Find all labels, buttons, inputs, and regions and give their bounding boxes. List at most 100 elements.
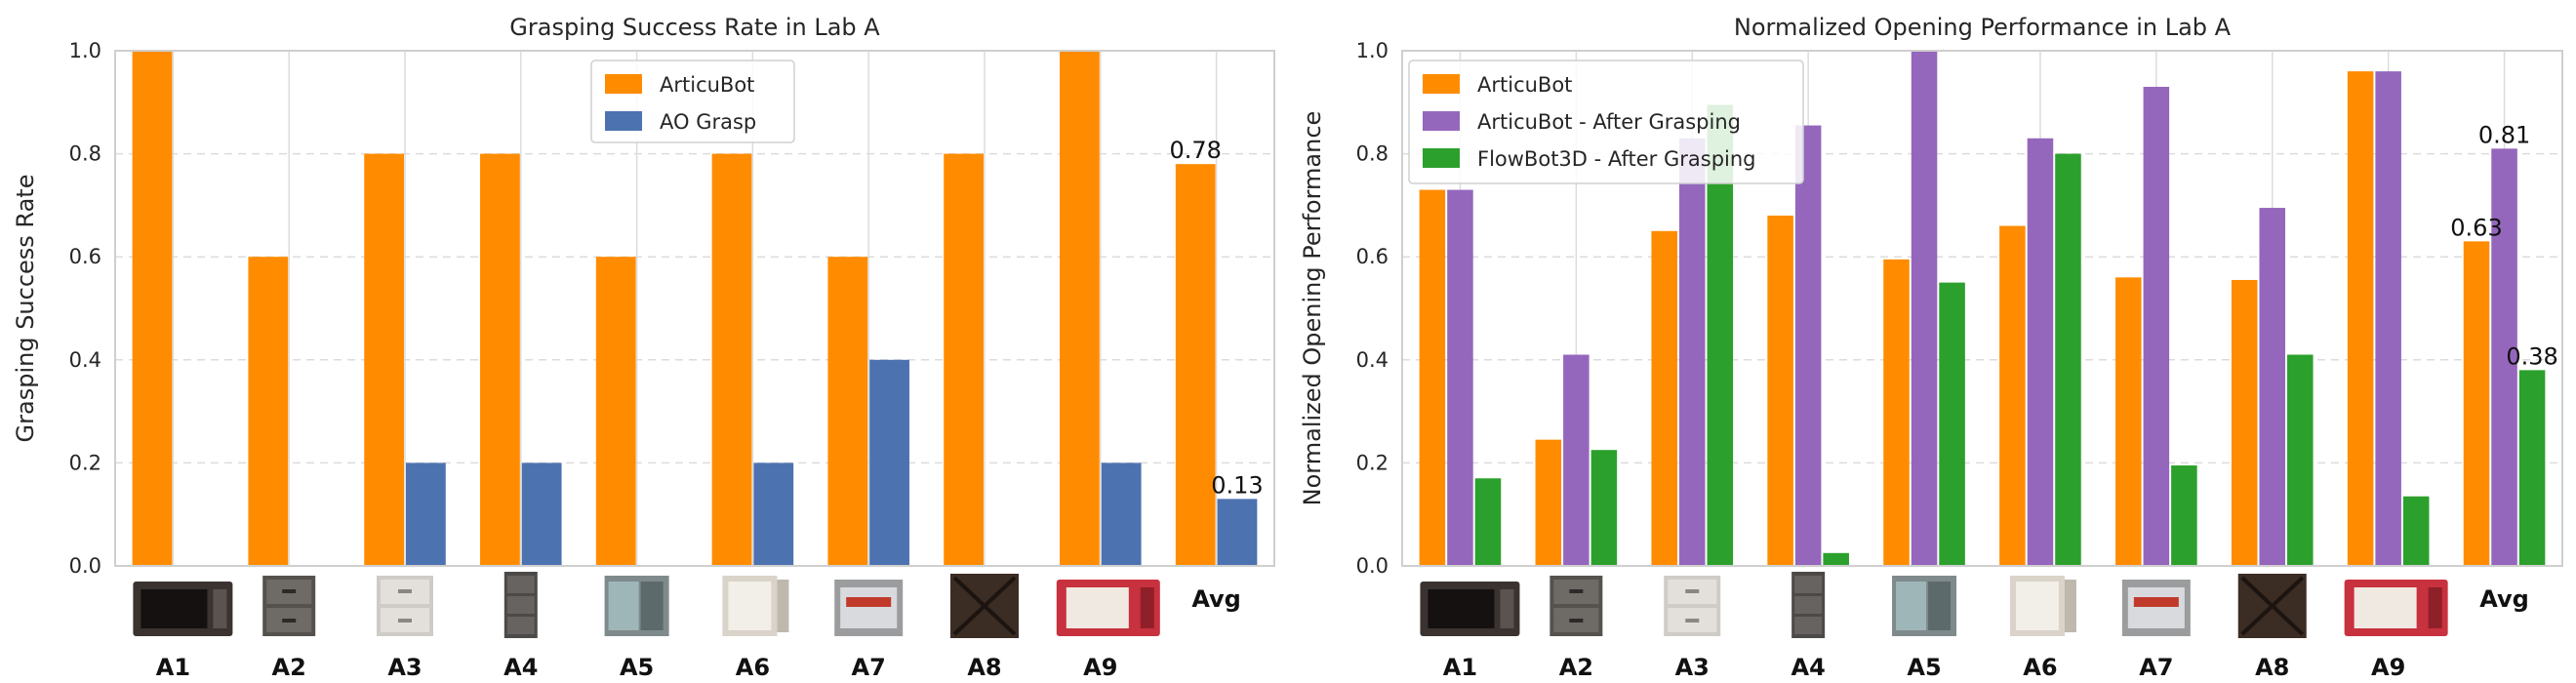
bar-a8-s1	[2231, 279, 2258, 566]
open-cabinet-icon	[722, 576, 789, 636]
bar-avg-s1	[2463, 241, 2490, 567]
bar-a9-s2	[1101, 462, 1142, 566]
legend-swatch	[1423, 74, 1460, 94]
bar-a9-s2	[2375, 71, 2401, 567]
oven-icon	[834, 580, 904, 636]
x-category-label: A4	[1791, 654, 1826, 681]
bars	[132, 51, 1258, 566]
y-tick-label: 0.6	[1356, 245, 1389, 268]
grid	[115, 51, 1274, 566]
bar-a4-s1	[1767, 215, 1793, 566]
data-label: 0.78	[1169, 137, 1221, 164]
bar-a6-s1	[1999, 225, 2026, 566]
bar-a6-s3	[2055, 153, 2081, 566]
chart-title: Normalized Opening Performance in Lab A	[1734, 14, 2232, 41]
bar-a3-s1	[364, 153, 404, 566]
x-category-label: A7	[852, 654, 886, 681]
chart-title: Grasping Success Rate in Lab A	[509, 14, 880, 41]
bar-a3-s2	[406, 462, 446, 566]
bar-avg-s2	[1217, 499, 1258, 566]
x-categories: A1 A2 A3 A4 A5 A6 A7 A8 A9 Avg	[1420, 572, 2529, 681]
legend-swatch	[605, 111, 642, 131]
dark-cabinet-icon	[950, 574, 1019, 638]
drawer-icon	[1550, 576, 1603, 636]
bar-a2-s3	[1590, 450, 1618, 566]
legend-label: ArticuBot - After Grasping	[1477, 110, 1741, 134]
bar-a6-s1	[711, 153, 752, 566]
y-tick-label: 0.2	[69, 451, 101, 474]
legend-label: FlowBot3D - After Grasping	[1477, 147, 1756, 171]
cabinet-icon	[377, 576, 433, 636]
bar-a7-s1	[827, 257, 868, 566]
chart-panel-2: 0.0 0.2 0.4 0.6 0.8 1.0 0.63 0.81 0.38 A1 A2 A3 A4 A5…	[1299, 14, 2563, 681]
x-category-label: A1	[156, 654, 190, 681]
fridge-icon	[604, 576, 669, 636]
legend-box	[1408, 60, 1804, 184]
bar-a7-s3	[2171, 465, 2197, 566]
chart-panel-1: 0.0 0.2 0.4 0.6 0.8 1.0 0.78 0.13 A1 A2 A3 A4 A5 A6 A7…	[12, 14, 1275, 681]
red-microwave-icon	[1056, 580, 1160, 636]
bars	[1419, 51, 2546, 567]
red-microwave-icon	[2344, 580, 2448, 636]
bar-a1-s1	[1419, 189, 1446, 566]
x-category-label: A4	[503, 654, 538, 681]
x-category-label: A2	[272, 654, 306, 681]
bar-a8-s3	[2287, 354, 2314, 566]
bar-a4-s3	[1823, 552, 1849, 566]
x-category-label: A8	[967, 654, 1001, 681]
x-category-label: A8	[2255, 654, 2289, 681]
bar-a2-s1	[248, 257, 289, 566]
series-1	[132, 51, 1216, 566]
tall-cabinet-icon	[503, 572, 538, 638]
bar-a1-s3	[1474, 478, 1502, 566]
data-label: 0.63	[2450, 214, 2502, 241]
bar-avg-s2	[2491, 148, 2517, 566]
x-category-label: A6	[2023, 654, 2057, 681]
bar-a5-s1	[595, 257, 636, 566]
y-tick-label: 0.4	[69, 348, 101, 372]
legend: ArticuBot AO Grasp	[590, 60, 795, 143]
x-category-label: A6	[736, 654, 770, 681]
bar-a3-s2	[1678, 138, 1706, 566]
y-axis-label: Grasping Success Rate	[12, 175, 39, 443]
drawer-icon	[262, 576, 316, 636]
bar-a8-s1	[944, 153, 984, 566]
plot-frame	[1401, 50, 2563, 567]
data-label: 0.38	[2506, 342, 2557, 370]
oven-icon	[2121, 580, 2191, 636]
tall-cabinet-icon	[1791, 572, 1826, 638]
bar-a4-s1	[480, 153, 520, 566]
x-category-label: A9	[1083, 654, 1117, 681]
bar-a6-s2	[2027, 138, 2054, 566]
bar-a7-s2	[2143, 86, 2170, 567]
dark-cabinet-icon	[2237, 574, 2307, 638]
legend-label: AO Grasp	[660, 110, 756, 134]
fridge-icon	[1892, 576, 1957, 636]
bar-a7-s2	[869, 359, 909, 566]
legend-label: ArticuBot	[660, 73, 754, 97]
y-tick-label: 1.0	[69, 39, 101, 62]
bar-a5-s3	[1939, 282, 1965, 566]
x-category-label: A3	[387, 654, 422, 681]
cabinet-icon	[1664, 576, 1721, 636]
bar-a4-s2	[521, 462, 562, 566]
y-tick-label: 0.0	[1356, 554, 1389, 578]
y-tick-label: 0.8	[69, 142, 101, 166]
series-1	[1419, 71, 2490, 567]
bar-a9-s1	[1060, 51, 1100, 566]
x-category-label: A2	[1559, 654, 1593, 681]
x-categories: A1 A2 A3 A4 A5 A6 A7 A8 A9 Avg	[133, 572, 1241, 681]
legend: ArticuBot ArticuBot - After Grasping FlowB…	[1408, 60, 1804, 184]
bar-a5-s1	[1883, 259, 1910, 566]
y-tick-label: 1.0	[1356, 39, 1389, 62]
bar-a4-s2	[1794, 125, 1822, 566]
y-tick-label: 0.4	[1356, 348, 1389, 372]
bar-avg-s3	[2518, 370, 2546, 566]
y-tick-label: 0.8	[1356, 142, 1389, 166]
x-category-label: A7	[2139, 654, 2173, 681]
y-tick-label: 0.0	[69, 554, 101, 578]
bar-a5-s2	[1911, 51, 1938, 566]
bar-a9-s1	[2347, 71, 2374, 567]
x-category-label: A5	[1907, 654, 1941, 681]
bar-a1-s1	[132, 51, 173, 566]
